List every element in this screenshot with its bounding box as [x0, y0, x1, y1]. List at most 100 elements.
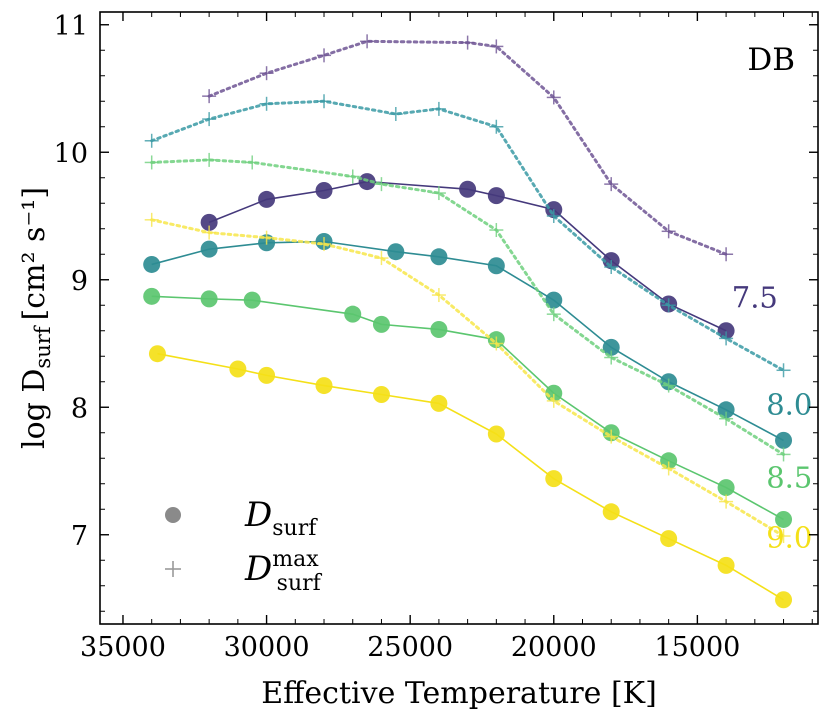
series-label: 7.5: [732, 281, 778, 315]
data-point: [660, 530, 678, 548]
data-point: [775, 431, 793, 449]
series-layer: 7.5 8.0 8.5 9.0: [143, 34, 812, 609]
data-point: [200, 213, 218, 231]
data-point: [487, 257, 505, 275]
data-point: [545, 384, 563, 402]
max-point: [144, 133, 159, 148]
legend-circle-marker: [165, 507, 181, 523]
y-axis-title-main: log D: [17, 369, 52, 449]
max-point: [661, 378, 676, 393]
x-tick-label: 25000: [367, 632, 453, 663]
data-point: [430, 248, 448, 266]
max-point: [374, 251, 389, 266]
y-axis-title-units: [cm² s⁻¹]: [17, 187, 52, 320]
max-point: [489, 336, 504, 351]
max-point: [719, 411, 734, 426]
data-point: [258, 366, 276, 384]
data-point: [372, 386, 390, 403]
max-point: [202, 112, 217, 127]
y-tick-label: 7: [71, 521, 88, 552]
max-point: [317, 94, 332, 109]
series-9.0: 9.0: [144, 212, 812, 609]
max-point: [604, 429, 619, 444]
max-point: [259, 96, 274, 111]
data-point: [243, 291, 261, 309]
max-point: [317, 237, 332, 252]
max-point: [374, 177, 389, 192]
x-tick-label: 20000: [511, 632, 597, 663]
data-point: [430, 320, 448, 338]
y-tick-label: 10: [54, 138, 88, 169]
annotation-db: DB: [747, 42, 795, 78]
max-point: [259, 66, 274, 81]
series-7.5: 7.5: [200, 34, 778, 340]
max-point: [431, 101, 446, 116]
max-point: [431, 288, 446, 303]
max-point: [776, 447, 791, 462]
legend-label-dsurf: Dsurf: [244, 495, 318, 541]
data-point: [775, 591, 793, 609]
max-point: [546, 209, 561, 223]
max-point: [202, 152, 217, 167]
series-max-line: [150, 218, 786, 538]
y-tick-label: 8: [71, 393, 88, 424]
legend: Dsurf Dmax surf: [165, 495, 323, 596]
max-point: [719, 331, 734, 346]
y-tick-label: 11: [54, 11, 88, 42]
data-point: [602, 338, 620, 356]
data-point: [229, 360, 247, 378]
data-point: [717, 479, 735, 497]
data-point: [602, 503, 620, 521]
data-point: [315, 377, 333, 395]
data-point: [487, 187, 505, 205]
data-point: [430, 394, 448, 412]
data-point: [775, 510, 793, 528]
max-point: [489, 119, 504, 134]
max-point: [317, 48, 332, 63]
max-point: [776, 529, 791, 544]
legend-label-dsurf-max: Dmax surf: [244, 547, 323, 596]
series-8.0: 8.0: [143, 94, 812, 449]
data-point: [200, 290, 218, 308]
data-point: [717, 556, 735, 574]
series-label: 8.5: [766, 460, 812, 494]
legend-plus-marker: [165, 561, 181, 577]
data-point: [344, 305, 362, 323]
max-point: [604, 177, 619, 192]
data-point: [487, 425, 505, 443]
max-point: [489, 39, 504, 54]
series-max-line: [207, 39, 728, 256]
series-line: [151, 295, 784, 521]
max-point: [604, 350, 619, 365]
data-point: [372, 315, 390, 333]
y-axis-title-sub: surf: [31, 324, 55, 368]
series-max-line: [150, 99, 786, 372]
max-point: [661, 224, 676, 239]
series-label: 9.0: [766, 520, 812, 554]
data-point: [143, 287, 161, 305]
data-point: [459, 180, 477, 198]
data-point: [717, 322, 735, 340]
max-point: [202, 225, 217, 240]
x-tick-label: 30000: [224, 632, 310, 663]
data-point: [545, 470, 563, 488]
max-point: [661, 298, 676, 313]
max-point: [202, 89, 217, 104]
max-point: [460, 35, 475, 50]
data-point: [148, 345, 166, 363]
max-point: [345, 169, 360, 184]
max-point: [661, 461, 676, 476]
data-point: [387, 243, 405, 261]
data-point: [258, 190, 276, 208]
x-tick-label: 15000: [654, 632, 740, 663]
max-point: [431, 186, 446, 201]
plot-frame: [99, 11, 819, 625]
max-point: [719, 494, 734, 509]
max-point: [360, 34, 375, 49]
svg-text:log Dsurf[cm² s⁻¹]: log Dsurf [cm² s⁻¹]: [17, 187, 55, 449]
data-point: [143, 255, 161, 273]
y-tick-label: 9: [71, 266, 88, 297]
max-point: [776, 363, 791, 378]
y-axis-title: log Dsurf [cm² s⁻¹]: [17, 187, 55, 449]
series-label: 8.0: [766, 388, 812, 422]
